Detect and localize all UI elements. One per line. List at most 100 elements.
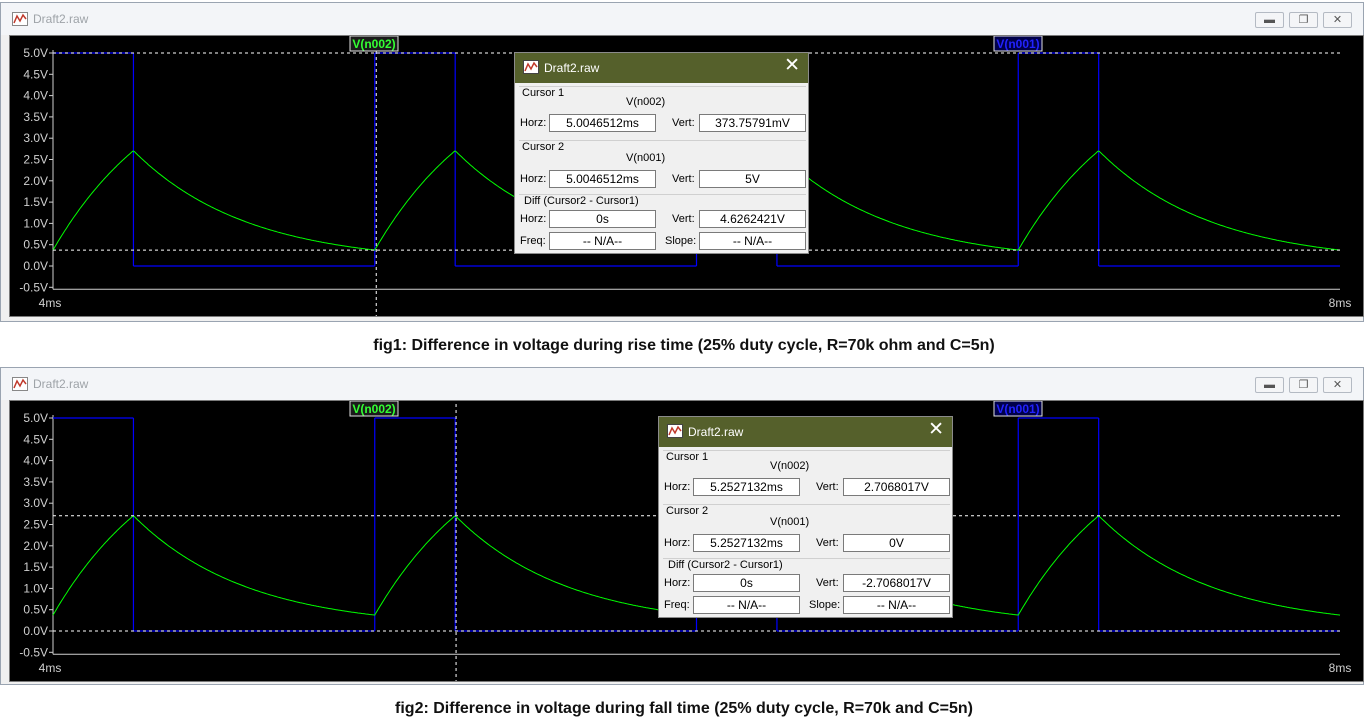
horz-label: Horz: bbox=[664, 481, 691, 493]
y-tick-label: 1.0V bbox=[23, 581, 48, 595]
cursor1-group: Cursor 1 V(n002) Horz: 5.2527132ms Vert:… bbox=[663, 450, 950, 504]
slope-field[interactable]: -- N/A-- bbox=[699, 232, 806, 250]
n001-trace-label: V(n001) bbox=[996, 37, 1039, 51]
cursor-dialog-2: Draft2.raw ✕ Cursor 1 V(n002) Horz: 5.25… bbox=[658, 416, 953, 618]
close-icon[interactable]: ✕ bbox=[928, 419, 944, 440]
cursor2-label: Cursor 2 bbox=[666, 505, 709, 517]
y-tick-label: 2.0V bbox=[23, 174, 48, 188]
horz-label: Horz: bbox=[664, 537, 691, 549]
cursor1-group: Cursor 1 V(n002) Horz: 5.0046512ms Vert:… bbox=[519, 86, 806, 140]
y-tick-label: 2.5V bbox=[23, 518, 48, 532]
y-tick-label: 2.5V bbox=[23, 153, 48, 167]
y-tick-label: 3.0V bbox=[23, 496, 48, 510]
vert-label: Vert: bbox=[672, 117, 695, 129]
waveform-app-icon bbox=[667, 424, 683, 438]
cursor2-horz-field[interactable]: 5.2527132ms bbox=[693, 534, 800, 552]
n002-label-box bbox=[349, 36, 399, 52]
diff-horz-field[interactable]: 0s bbox=[693, 574, 800, 592]
slope-label: Slope: bbox=[809, 599, 841, 611]
minimize-button[interactable]: ▬ bbox=[1255, 377, 1284, 393]
cursor2-group: Cursor 2 V(n001) Horz: 5.0046512ms Vert:… bbox=[519, 140, 806, 194]
freq-label: Freq: bbox=[520, 235, 546, 247]
y-tick-label: 1.0V bbox=[23, 216, 48, 230]
cursor1-horz-field[interactable]: 5.2527132ms bbox=[693, 478, 800, 496]
cursor2-trace: V(n001) bbox=[626, 152, 666, 164]
slope-field[interactable]: -- N/A-- bbox=[843, 596, 950, 614]
horz-label: Horz: bbox=[520, 213, 547, 225]
y-tick-label: 3.5V bbox=[23, 110, 48, 124]
diff-group: Diff (Cursor2 - Cursor1) Horz: 0s Vert: … bbox=[519, 194, 806, 252]
cursor1-vert-field[interactable]: 373.75791mV bbox=[699, 114, 806, 132]
x-tick-label: 4ms bbox=[39, 296, 62, 310]
x-tick-label: 4ms bbox=[39, 661, 62, 675]
cursor1-vert-field[interactable]: 2.7068017V bbox=[843, 478, 950, 496]
y-tick-label: 3.5V bbox=[23, 475, 48, 489]
y-tick-label: 0.5V bbox=[23, 603, 48, 617]
cursor2-group: Cursor 2 V(n001) Horz: 5.2527132ms Vert:… bbox=[663, 504, 950, 558]
window-title: Draft2.raw bbox=[33, 12, 89, 26]
cursor2-vert-field[interactable]: 5V bbox=[699, 170, 806, 188]
dialog-titlebar[interactable]: Draft2.raw ✕ bbox=[659, 417, 952, 447]
n002-trace-label: V(n002) bbox=[352, 402, 395, 416]
dialog-titlebar[interactable]: Draft2.raw ✕ bbox=[515, 53, 808, 83]
close-icon[interactable]: ✕ bbox=[784, 55, 800, 76]
y-tick-label: 5.0V bbox=[23, 411, 48, 425]
n001-label-box bbox=[993, 36, 1043, 52]
slope-label: Slope: bbox=[665, 235, 697, 247]
y-tick-label: 0.0V bbox=[23, 259, 48, 273]
y-tick-label: 5.0V bbox=[23, 46, 48, 60]
y-tick-label: -0.5V bbox=[19, 645, 48, 659]
y-tick-label: 4.5V bbox=[23, 67, 48, 81]
n002-trace-label: V(n002) bbox=[352, 37, 395, 51]
waveform-canvas[interactable]: 5.0V 4.5V 4.0V 3.5V 3.0V 2.5V 2.0V 1.5V 1.0V 0.5V… bbox=[10, 401, 1364, 682]
cursor1-trace: V(n002) bbox=[770, 460, 810, 472]
freq-field[interactable]: -- N/A-- bbox=[549, 232, 656, 250]
cursor2-label: Cursor 2 bbox=[522, 141, 565, 153]
waveform-app-icon bbox=[523, 60, 539, 74]
x-tick-label: 8ms bbox=[1329, 296, 1352, 310]
cursor2-trace: V(n001) bbox=[770, 516, 810, 528]
cursor1-horz-field[interactable]: 5.0046512ms bbox=[549, 114, 656, 132]
horz-label: Horz: bbox=[520, 117, 547, 129]
vert-label: Vert: bbox=[672, 173, 695, 185]
y-tick-label: 1.5V bbox=[23, 560, 48, 574]
y-tick-label: 1.5V bbox=[23, 195, 48, 209]
y-tick-label: 4.0V bbox=[23, 89, 48, 103]
y-tick-label: 2.0V bbox=[23, 539, 48, 553]
vert-label: Vert: bbox=[672, 213, 695, 225]
diff-horz-field[interactable]: 0s bbox=[549, 210, 656, 228]
close-button[interactable]: ✕ bbox=[1323, 377, 1352, 393]
x-tick-label: 8ms bbox=[1329, 661, 1352, 675]
freq-field[interactable]: -- N/A-- bbox=[693, 596, 800, 614]
waveform-app-icon bbox=[12, 377, 28, 391]
diff-vert-field[interactable]: -2.7068017V bbox=[843, 574, 950, 592]
figure-caption-1: fig1: Difference in voltage during rise … bbox=[373, 337, 995, 354]
n001-label-box bbox=[993, 401, 1043, 417]
restore-button[interactable]: ❐ bbox=[1289, 12, 1318, 28]
window-titlebar[interactable]: Draft2.raw ▬ ❐ ✕ bbox=[1, 368, 1363, 400]
diff-vert-field[interactable]: 4.6262421V bbox=[699, 210, 806, 228]
cursor1-label: Cursor 1 bbox=[522, 87, 565, 99]
dialog-title: Draft2.raw bbox=[688, 425, 744, 439]
minimize-button[interactable]: ▬ bbox=[1255, 12, 1284, 28]
window-titlebar[interactable]: Draft2.raw ▬ ❐ ✕ bbox=[1, 3, 1363, 35]
figure-caption-2: fig2: Difference in voltage during fall … bbox=[395, 700, 973, 717]
diff-label: Diff (Cursor2 - Cursor1) bbox=[524, 195, 639, 207]
restore-button[interactable]: ❐ bbox=[1289, 377, 1318, 393]
cursor2-horz-field[interactable]: 5.0046512ms bbox=[549, 170, 656, 188]
y-tick-label: 3.0V bbox=[23, 131, 48, 145]
freq-label: Freq: bbox=[664, 599, 690, 611]
vert-label: Vert: bbox=[816, 577, 839, 589]
cursor2-vert-field[interactable]: 0V bbox=[843, 534, 950, 552]
cursor-dialog-1: Draft2.raw ✕ Cursor 1 V(n002) Horz: 5.00… bbox=[514, 52, 809, 254]
horz-label: Horz: bbox=[664, 577, 691, 589]
y-tick-label: 0.5V bbox=[23, 238, 48, 252]
cursor1-label: Cursor 1 bbox=[666, 451, 709, 463]
close-button[interactable]: ✕ bbox=[1323, 12, 1352, 28]
diff-group: Diff (Cursor2 - Cursor1) Horz: 0s Vert: … bbox=[663, 558, 950, 616]
cursor1-trace: V(n002) bbox=[626, 96, 666, 108]
n001-trace-label: V(n001) bbox=[996, 402, 1039, 416]
y-tick-label: 0.0V bbox=[23, 624, 48, 638]
diff-label: Diff (Cursor2 - Cursor1) bbox=[668, 559, 783, 571]
vert-label: Vert: bbox=[816, 537, 839, 549]
